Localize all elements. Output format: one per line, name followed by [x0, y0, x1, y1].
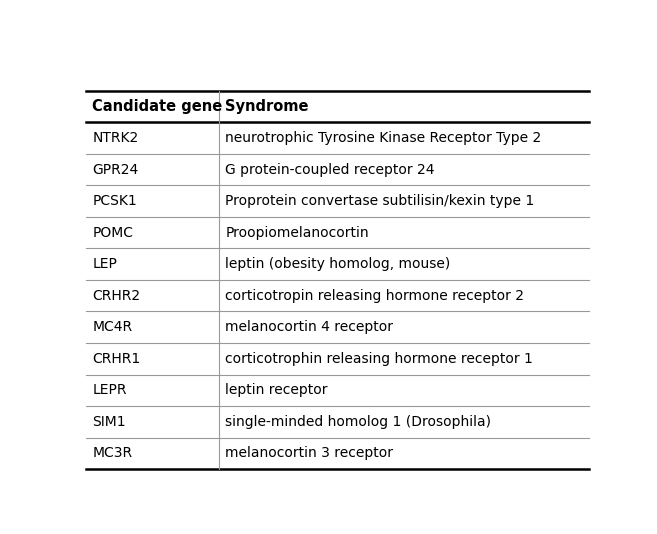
- Text: PCSK1: PCSK1: [92, 194, 137, 208]
- Text: Candidate gene: Candidate gene: [92, 99, 223, 114]
- Text: melanocortin 4 receptor: melanocortin 4 receptor: [225, 320, 394, 334]
- Text: LEP: LEP: [92, 257, 117, 271]
- Text: corticotrophin releasing hormone receptor 1: corticotrophin releasing hormone recepto…: [225, 352, 533, 366]
- Text: Proopiomelanocortin: Proopiomelanocortin: [225, 226, 369, 240]
- Text: POMC: POMC: [92, 226, 133, 240]
- Text: single-minded homolog 1 (Drosophila): single-minded homolog 1 (Drosophila): [225, 415, 491, 429]
- Text: NTRK2: NTRK2: [92, 131, 139, 145]
- Text: corticotropin releasing hormone receptor 2: corticotropin releasing hormone receptor…: [225, 289, 524, 303]
- Text: CRHR1: CRHR1: [92, 352, 141, 366]
- Text: LEPR: LEPR: [92, 383, 127, 397]
- Text: GPR24: GPR24: [92, 163, 139, 177]
- Text: MC3R: MC3R: [92, 446, 133, 460]
- Text: MC4R: MC4R: [92, 320, 133, 334]
- Text: G protein-coupled receptor 24: G protein-coupled receptor 24: [225, 163, 435, 177]
- Text: leptin receptor: leptin receptor: [225, 383, 328, 397]
- Text: leptin (obesity homolog, mouse): leptin (obesity homolog, mouse): [225, 257, 451, 271]
- Text: Syndrome: Syndrome: [225, 99, 309, 114]
- Text: Proprotein convertase subtilisin/kexin type 1: Proprotein convertase subtilisin/kexin t…: [225, 194, 535, 208]
- Text: SIM1: SIM1: [92, 415, 126, 429]
- Text: CRHR2: CRHR2: [92, 289, 141, 303]
- Text: melanocortin 3 receptor: melanocortin 3 receptor: [225, 446, 394, 460]
- Text: neurotrophic Tyrosine Kinase Receptor Type 2: neurotrophic Tyrosine Kinase Receptor Ty…: [225, 131, 542, 145]
